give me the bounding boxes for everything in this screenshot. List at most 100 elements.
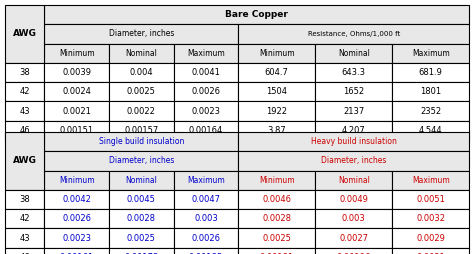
- Text: 42: 42: [19, 214, 30, 223]
- Text: Minimum: Minimum: [259, 49, 294, 58]
- Bar: [238, 82, 315, 102]
- Bar: [392, 248, 469, 254]
- Bar: [109, 63, 173, 82]
- Text: 0.00161: 0.00161: [60, 253, 94, 254]
- Bar: [45, 248, 109, 254]
- Bar: [5, 132, 45, 190]
- Text: 0.0028: 0.0028: [127, 214, 156, 223]
- Text: 0.0029: 0.0029: [416, 234, 445, 243]
- Bar: [315, 229, 392, 248]
- Text: 0.0023: 0.0023: [62, 234, 91, 243]
- Text: Minimum: Minimum: [59, 49, 95, 58]
- Bar: [392, 63, 469, 82]
- Bar: [392, 209, 469, 229]
- Bar: [238, 209, 315, 229]
- Bar: [173, 209, 238, 229]
- Bar: [5, 63, 45, 82]
- Text: 0.0049: 0.0049: [339, 195, 368, 204]
- Text: 0.0042: 0.0042: [63, 195, 91, 204]
- Text: 0.00151: 0.00151: [60, 126, 94, 135]
- Bar: [392, 44, 469, 63]
- Bar: [45, 44, 109, 63]
- Text: 0.003: 0.003: [194, 214, 218, 223]
- Text: 0.00185: 0.00185: [189, 253, 223, 254]
- Text: 0.00181: 0.00181: [260, 253, 294, 254]
- Text: 0.0025: 0.0025: [127, 234, 156, 243]
- Bar: [315, 63, 392, 82]
- Text: 0.004: 0.004: [129, 68, 153, 77]
- Bar: [238, 24, 469, 44]
- Bar: [315, 190, 392, 209]
- Text: 43: 43: [19, 234, 30, 243]
- Bar: [173, 190, 238, 209]
- Bar: [5, 229, 45, 248]
- Bar: [45, 171, 109, 190]
- Text: 1801: 1801: [420, 87, 441, 96]
- Text: Bare Copper: Bare Copper: [226, 10, 288, 19]
- Bar: [238, 190, 315, 209]
- Bar: [45, 190, 109, 209]
- Text: 2137: 2137: [343, 107, 365, 116]
- Text: 42: 42: [19, 87, 30, 96]
- Text: 3.87: 3.87: [267, 126, 286, 135]
- Text: 0.0021: 0.0021: [63, 107, 91, 116]
- Text: 0.0024: 0.0024: [63, 87, 91, 96]
- Bar: [45, 121, 109, 140]
- Text: AWG: AWG: [13, 29, 36, 39]
- Bar: [109, 44, 173, 63]
- Bar: [173, 229, 238, 248]
- Bar: [5, 5, 45, 63]
- Text: 1922: 1922: [266, 107, 287, 116]
- Text: Maximum: Maximum: [412, 49, 450, 58]
- Text: 4.207: 4.207: [342, 126, 365, 135]
- Bar: [45, 209, 109, 229]
- Text: 38: 38: [19, 68, 30, 77]
- Text: Diameter, inches: Diameter, inches: [109, 29, 174, 39]
- Bar: [173, 63, 238, 82]
- Bar: [315, 121, 392, 140]
- Bar: [45, 229, 109, 248]
- Text: 0.0026: 0.0026: [191, 234, 220, 243]
- Text: Nominal: Nominal: [126, 49, 157, 58]
- Text: Nominal: Nominal: [338, 49, 370, 58]
- Bar: [45, 5, 469, 24]
- Text: AWG: AWG: [13, 156, 36, 166]
- Text: 0.0026: 0.0026: [62, 214, 91, 223]
- Bar: [5, 121, 45, 140]
- Text: Maximum: Maximum: [187, 176, 225, 185]
- Bar: [109, 190, 173, 209]
- Text: 43: 43: [19, 107, 30, 116]
- Text: 0.0022: 0.0022: [127, 107, 156, 116]
- Bar: [392, 171, 469, 190]
- Bar: [315, 102, 392, 121]
- Text: Heavy build insulation: Heavy build insulation: [311, 137, 397, 146]
- Text: 681.9: 681.9: [419, 68, 443, 77]
- Bar: [173, 248, 238, 254]
- Bar: [238, 248, 315, 254]
- Text: 0.0025: 0.0025: [127, 87, 156, 96]
- Bar: [5, 248, 45, 254]
- Text: 0.0021: 0.0021: [416, 253, 445, 254]
- Bar: [45, 132, 238, 151]
- Text: 4.544: 4.544: [419, 126, 443, 135]
- Bar: [315, 209, 392, 229]
- Bar: [173, 102, 238, 121]
- Bar: [392, 229, 469, 248]
- Bar: [109, 209, 173, 229]
- Bar: [315, 44, 392, 63]
- Bar: [173, 171, 238, 190]
- Bar: [109, 121, 173, 140]
- Bar: [392, 82, 469, 102]
- Bar: [238, 229, 315, 248]
- Text: Minimum: Minimum: [259, 176, 294, 185]
- Text: 0.0039: 0.0039: [62, 68, 91, 77]
- Text: 1652: 1652: [343, 87, 365, 96]
- Bar: [5, 82, 45, 102]
- Bar: [392, 121, 469, 140]
- Bar: [238, 132, 469, 151]
- Text: 0.0027: 0.0027: [339, 234, 368, 243]
- Bar: [315, 171, 392, 190]
- Bar: [45, 63, 109, 82]
- Bar: [5, 190, 45, 209]
- Text: 2352: 2352: [420, 107, 441, 116]
